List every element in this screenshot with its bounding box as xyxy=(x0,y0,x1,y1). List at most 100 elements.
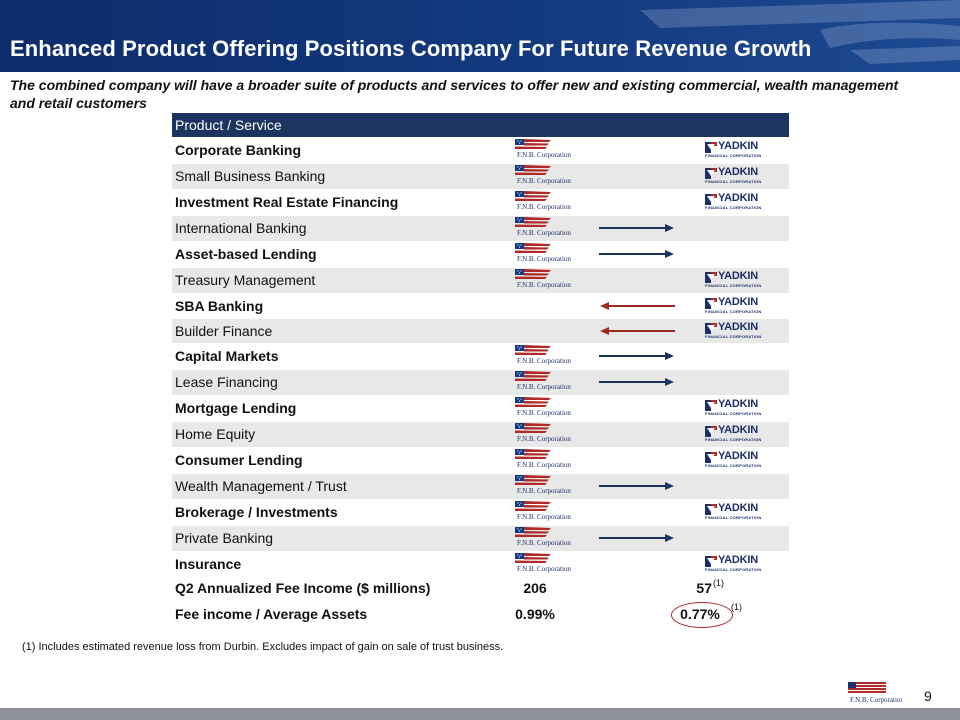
yadkin-logo-text: YADKIN xyxy=(718,295,758,308)
product-name: Capital Markets xyxy=(172,343,512,370)
footer-bar xyxy=(0,708,960,720)
fnb-logo-text: F.N.B. Corporation xyxy=(517,202,571,211)
yadkin-cell xyxy=(692,369,789,396)
highlight-circle xyxy=(671,602,733,628)
arrow-right-icon xyxy=(599,250,674,258)
product-name: International Banking xyxy=(172,215,512,242)
yadkin-logo-subtext: FINANCIAL CORPORATION xyxy=(705,411,762,417)
table-header-label: Product / Service xyxy=(172,113,789,138)
fnb-cell: F.N.B. Corporation xyxy=(512,267,582,294)
ratio-yadkin: 0.77% xyxy=(680,606,720,622)
fnb-logo-text: F.N.B. Corporation xyxy=(517,280,571,289)
page-number: 9 xyxy=(924,688,932,704)
yadkin-logo-text: YADKIN xyxy=(718,554,758,567)
slide-subtitle: The combined company will have a broader… xyxy=(10,77,899,111)
yadkin-logo-icon: YADKIN FINANCIAL CORPORATION xyxy=(705,270,762,289)
arrow-left-icon xyxy=(600,326,675,335)
table-row: Consumer Lending F.N.B. Corporation YADKIN… xyxy=(172,447,789,474)
product-name: Brokerage / Investments xyxy=(172,499,512,526)
product-table: Product / Service Corporate Banking F.N.B… xyxy=(172,113,789,578)
table-row: Investment Real Estate Financing F.N.B. C… xyxy=(172,189,789,216)
yadkin-cell: YADKIN FINANCIAL CORPORATION xyxy=(692,395,789,422)
fnb-logo-text: F.N.B. Corporation xyxy=(517,538,571,547)
fnb-logo-icon: F.N.B. Corporation xyxy=(515,164,571,186)
fnb-logo-text: F.N.B. Corporation xyxy=(517,564,571,573)
yadkin-logo-subtext: FINANCIAL CORPORATION xyxy=(705,205,762,211)
yadkin-cell: YADKIN FINANCIAL CORPORATION xyxy=(692,447,789,474)
arrow-cell xyxy=(582,421,692,448)
yadkin-cell: YADKIN FINANCIAL CORPORATION xyxy=(692,293,789,319)
fnb-logo-text: F.N.B. Corporation xyxy=(517,382,571,391)
table-row: Builder Finance YADKIN FINANCIAL CORPORATI… xyxy=(172,318,789,344)
summary-block: Q2 Annualized Fee Income ($ millions) 20… xyxy=(175,576,745,628)
table-row: Private Banking F.N.B. Corporation xyxy=(172,525,789,552)
arrow-cell xyxy=(582,447,692,474)
yadkin-logo-text: YADKIN xyxy=(718,502,758,515)
yadkin-cell: YADKIN FINANCIAL CORPORATION xyxy=(692,163,789,190)
ratio-fnb: 0.99% xyxy=(515,606,555,622)
yadkin-cell xyxy=(692,215,789,242)
product-name: Asset-based Lending xyxy=(172,241,512,268)
arrow-cell xyxy=(582,395,692,422)
product-name: Builder Finance xyxy=(172,318,512,344)
slide-header: Enhanced Product Offering Positions Comp… xyxy=(0,0,960,72)
fnb-cell: F.N.B. Corporation xyxy=(512,551,582,578)
yadkin-cell: YADKIN FINANCIAL CORPORATION xyxy=(692,189,789,216)
yadkin-cell xyxy=(692,241,789,268)
yadkin-logo-subtext: FINANCIAL CORPORATION xyxy=(705,567,762,573)
ratio-row: Fee income / Average Assets 0.99% 0.77% … xyxy=(175,602,745,628)
fnb-logo-icon: F.N.B. Corporation xyxy=(515,422,571,444)
fnb-cell: F.N.B. Corporation xyxy=(512,447,582,474)
arrow-right-icon xyxy=(599,482,674,490)
fnb-logo-icon: F.N.B. Corporation xyxy=(515,448,571,470)
fnb-cell: F.N.B. Corporation xyxy=(512,421,582,448)
fnb-cell: F.N.B. Corporation xyxy=(512,215,582,242)
fnb-logo-icon: F.N.B. Corporation xyxy=(515,344,571,366)
table-row: Small Business Banking F.N.B. Corporation… xyxy=(172,163,789,190)
arrow-cell xyxy=(582,318,692,344)
yadkin-logo-text: YADKIN xyxy=(718,192,758,205)
product-name: Consumer Lending xyxy=(172,447,512,474)
fnb-logo-icon: F.N.B. Corporation xyxy=(515,396,571,418)
table-row: International Banking F.N.B. Corporation xyxy=(172,215,789,242)
header-watermark-icon xyxy=(640,0,960,64)
table-row: Asset-based Lending F.N.B. Corporation xyxy=(172,241,789,268)
fnb-cell: F.N.B. Corporation xyxy=(512,241,582,268)
fee-income-row: Q2 Annualized Fee Income ($ millions) 20… xyxy=(175,576,745,602)
fnb-logo-icon: F.N.B. Corporation xyxy=(515,500,571,522)
yadkin-cell: YADKIN FINANCIAL CORPORATION xyxy=(692,421,789,448)
yadkin-cell xyxy=(692,525,789,552)
yadkin-cell: YADKIN FINANCIAL CORPORATION xyxy=(692,318,789,344)
fnb-corporate-logo-icon: F.N.B. Corporation xyxy=(848,682,902,704)
product-name: Wealth Management / Trust xyxy=(172,473,512,500)
fnb-logo-icon: F.N.B. Corporation xyxy=(515,242,571,264)
yadkin-logo-subtext: FINANCIAL CORPORATION xyxy=(705,179,762,185)
arrow-right-icon xyxy=(599,352,674,360)
fnb-logo-icon: F.N.B. Corporation xyxy=(515,370,571,392)
arrow-right-icon xyxy=(599,534,674,542)
arrow-cell xyxy=(582,137,692,164)
fee-income-note: (1) xyxy=(713,578,724,588)
yadkin-logo-icon: YADKIN FINANCIAL CORPORATION xyxy=(705,192,762,211)
yadkin-logo-subtext: FINANCIAL CORPORATION xyxy=(705,515,762,521)
fnb-cell: F.N.B. Corporation xyxy=(512,343,582,370)
table-row: Corporate Banking F.N.B. Corporation YADKI… xyxy=(172,137,789,164)
fnb-cell xyxy=(512,293,582,319)
arrow-cell xyxy=(582,551,692,578)
yadkin-logo-subtext: FINANCIAL CORPORATION xyxy=(705,463,762,469)
fnb-logo-text: F.N.B. Corporation xyxy=(517,408,571,417)
product-name: Small Business Banking xyxy=(172,163,512,190)
yadkin-logo-icon: YADKIN FINANCIAL CORPORATION xyxy=(705,398,762,417)
fnb-logo-icon: F.N.B. Corporation xyxy=(515,552,571,574)
yadkin-logo-text: YADKIN xyxy=(718,450,758,463)
product-name: Mortgage Lending xyxy=(172,395,512,422)
yadkin-logo-subtext: FINANCIAL CORPORATION xyxy=(705,283,762,289)
table-row: Capital Markets F.N.B. Corporation xyxy=(172,343,789,370)
product-name: Insurance xyxy=(172,551,512,578)
table-row: Brokerage / Investments F.N.B. Corporatio… xyxy=(172,499,789,526)
yadkin-logo-text: YADKIN xyxy=(718,166,758,179)
table-row: Lease Financing F.N.B. Corporation xyxy=(172,369,789,396)
yadkin-cell: YADKIN FINANCIAL CORPORATION xyxy=(692,499,789,526)
table-row: Wealth Management / Trust F.N.B. Corporat… xyxy=(172,473,789,500)
table-row: Home Equity F.N.B. Corporation YADKIN FINAN… xyxy=(172,421,789,448)
